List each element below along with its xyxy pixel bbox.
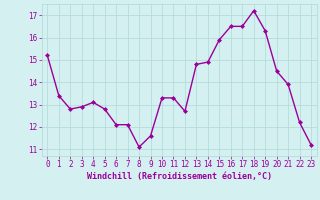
X-axis label: Windchill (Refroidissement éolien,°C): Windchill (Refroidissement éolien,°C) xyxy=(87,172,272,181)
